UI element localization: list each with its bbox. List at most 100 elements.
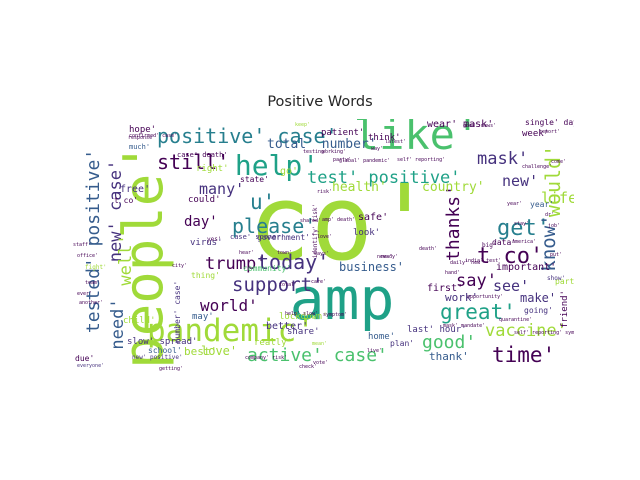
cloud-word: hear' — [239, 250, 254, 256]
cloud-word: could' — [188, 195, 221, 205]
cloud-word: share' — [287, 327, 320, 337]
cloud-word: great' — [440, 300, 516, 324]
cloud-word: city' — [172, 263, 187, 269]
cloud-word: love' — [317, 234, 332, 240]
cloud-word: better' — [266, 321, 308, 332]
cloud-word: community' — [243, 264, 291, 273]
cloud-word: check' — [299, 364, 317, 370]
cloud-word: team' — [85, 280, 100, 286]
cloud-word: may' — [192, 312, 214, 322]
cloud-word: country' — [422, 180, 485, 195]
cloud-word: mean' — [312, 341, 327, 347]
cloud-word: job' — [548, 223, 560, 229]
cloud-word: show' — [547, 275, 565, 282]
cloud-word: child' — [123, 316, 156, 326]
cloud-word: data' — [492, 238, 516, 247]
cloud-word: testing' — [303, 149, 327, 155]
cloud-word: stay' — [514, 221, 529, 227]
cloud-word: lockdown' — [279, 312, 328, 322]
cloud-word: response' — [128, 135, 155, 141]
cloud-word: last' hour' — [407, 325, 467, 335]
cloud-word: another' — [79, 300, 103, 306]
cloud-word: keep' — [295, 122, 310, 128]
cloud-word: friend' — [560, 290, 570, 328]
cloud-word: new' case' — [106, 160, 126, 262]
cloud-word: t co' — [477, 244, 543, 269]
cloud-word: ready' — [380, 254, 398, 260]
cloud-word: number' case' — [173, 281, 182, 344]
cloud-word: confirmed' case' — [129, 133, 177, 139]
cloud-word: day' — [184, 214, 218, 230]
cloud-word: see' — [493, 277, 529, 295]
cloud-word: town' — [277, 250, 292, 256]
cloud-word: u' — [250, 190, 275, 214]
cloud-word: vaccine' — [485, 321, 567, 341]
cloud-word: time' — [492, 343, 555, 367]
cloud-word: risk' — [317, 189, 332, 195]
cloud-word: challenge' — [522, 164, 552, 170]
cloud-word: total' — [279, 282, 297, 288]
cloud-word: care' — [311, 279, 326, 285]
cloud-word: tested' positive' — [83, 149, 104, 333]
cloud-word: case' sooner' — [230, 233, 285, 241]
cloud-word: please' — [232, 214, 316, 238]
cloud-word: vote' — [313, 360, 328, 366]
cloud-word: help' slow' — [285, 311, 318, 317]
cloud-word: health' — [332, 180, 387, 195]
cloud-word: get' — [497, 216, 550, 241]
cloud-word: put' — [550, 252, 562, 258]
cloud-word: working' — [322, 149, 346, 155]
cloud-word: staff' — [73, 242, 91, 248]
cloud-word: think' — [368, 133, 401, 143]
cloud-word: come' — [551, 159, 566, 165]
cloud-word: many' — [199, 180, 244, 198]
cloud-word: amp — [290, 265, 395, 333]
cloud-word: world' — [200, 296, 258, 315]
cloud-word: life' — [541, 189, 574, 207]
cloud-word: home' — [368, 332, 395, 342]
word-cloud: co' amp people' like' pandemic' help' positive… — [67, 119, 574, 373]
cloud-word: says' — [314, 251, 329, 257]
cloud-word: help' — [235, 149, 319, 182]
cloud-word: free' — [120, 184, 150, 195]
cloud-word: make' — [520, 291, 556, 305]
cloud-word: today' — [257, 250, 329, 274]
cloud-word: trump' — [205, 254, 266, 274]
cloud-word: active' case' — [247, 345, 388, 366]
cloud-word: know' — [538, 214, 560, 271]
cloud-word: quarantine' — [499, 317, 532, 323]
cloud-word: way' — [371, 146, 383, 152]
cloud-word: daily' new' — [450, 260, 483, 266]
cloud-word: latest' — [385, 139, 406, 145]
cloud-word: virus' — [190, 238, 223, 248]
cloud-word: opportunity' — [467, 294, 503, 300]
cloud-word: safe' — [358, 212, 388, 223]
cloud-word: global' pandemic' — [339, 158, 390, 164]
cloud-word: live' — [367, 348, 382, 354]
cloud-word: like' — [354, 119, 480, 159]
cloud-word: india' test' — [465, 258, 501, 264]
cloud-word: new' positive' — [132, 354, 183, 361]
cloud-word: news' — [377, 254, 392, 260]
cloud-word: identify' risk' — [312, 204, 319, 258]
cloud-word: plan' — [390, 339, 414, 348]
cloud-word: pandemic' — [147, 313, 315, 349]
cloud-word: dr' — [545, 212, 554, 218]
cloud-word: amp' death' — [322, 217, 355, 223]
cloud-word: single' day' — [525, 119, 574, 127]
cloud-word: due' — [75, 354, 94, 363]
cloud-word: government' — [257, 233, 310, 242]
cloud-word: self' reporting' — [397, 157, 445, 163]
cloud-word: shared' — [300, 218, 321, 224]
cloud-word: case' death' — [177, 151, 228, 159]
cloud-word: yes' — [207, 236, 221, 243]
cloud-word: thing' — [191, 271, 220, 280]
cloud-word: wear' mask' — [427, 119, 493, 130]
cloud-word: support' — [232, 274, 324, 296]
cloud-word: good' — [422, 332, 476, 353]
chart-title: Positive Words — [267, 94, 373, 110]
cloud-word: fight' — [85, 264, 107, 271]
cloud-word: positive' case' — [157, 124, 338, 148]
cloud-word: good' news' — [463, 123, 496, 129]
cloud-word: business' — [339, 260, 404, 274]
